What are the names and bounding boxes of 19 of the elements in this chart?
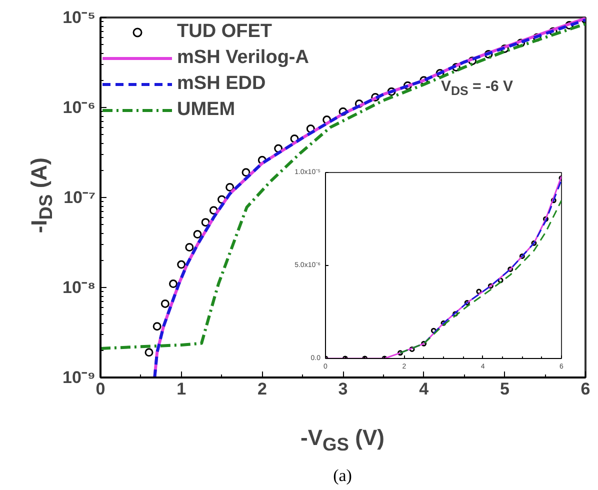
x-tick-label: 4 [419,380,430,398]
y-tick-label: 10⁻⁶ [62,98,96,117]
text: (a) [332,466,353,485]
x-tick-label: 0 [96,380,106,398]
x-tick-label: 2 [257,380,267,398]
x-tick-label: 5 [500,380,510,398]
legend-label: UMEM [177,98,236,122]
legend-label: mSH EDD [177,72,266,96]
legend-label: mSH Verilog-A [177,46,309,70]
y-tick-label: 10⁻⁷ [64,188,96,207]
x-axis-title: -V$_{GS}$ (V) [300,425,386,454]
legend-label: TUD OFET [177,20,272,44]
y-tick-label: 10⁻⁸ [62,278,96,297]
x-tick-label: 1 [176,380,186,398]
y-tick-label: 10⁻⁹ [62,368,96,387]
annotation: V$_{DS}$ = -6 V [440,78,514,98]
x-tick-label: 3 [338,380,348,398]
x-tick-label: 6 [580,380,590,398]
y-tick-label: 10⁻⁵ [62,8,96,27]
